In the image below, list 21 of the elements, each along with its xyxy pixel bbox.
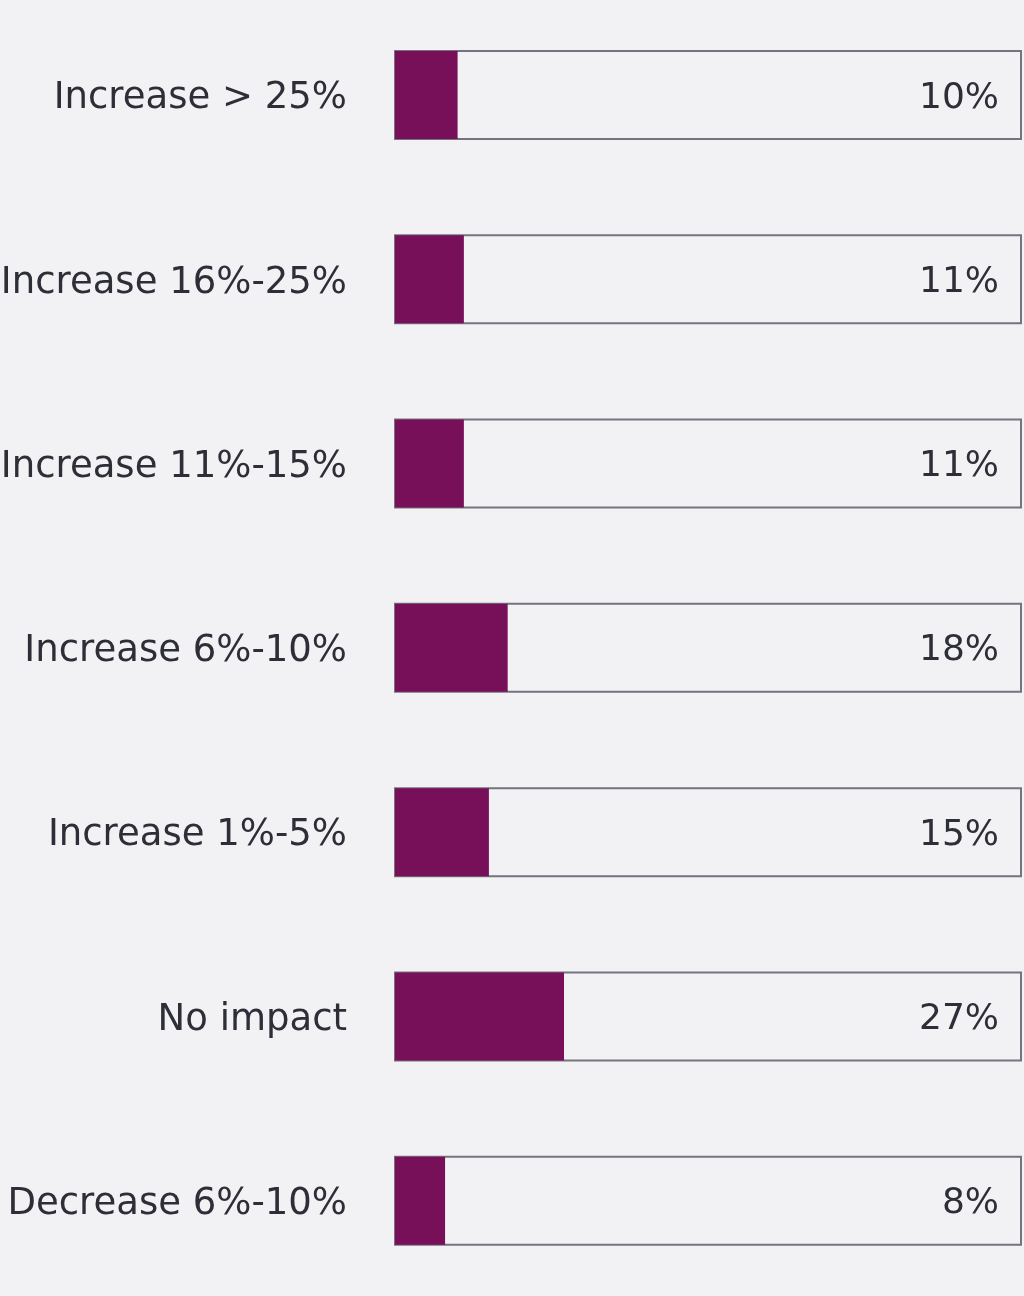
data-label: 10% bbox=[918, 74, 999, 116]
data-label: 11% bbox=[918, 258, 999, 300]
data-label: 18% bbox=[918, 627, 999, 669]
data-label: 8% bbox=[941, 1180, 999, 1222]
data-label: 27% bbox=[918, 995, 999, 1037]
bar bbox=[395, 419, 464, 508]
data-label: 11% bbox=[918, 443, 999, 485]
y-tick-label: Increase 1%-5% bbox=[47, 811, 347, 855]
bar bbox=[395, 235, 464, 324]
y-tick-label: Increase 16%-25% bbox=[0, 258, 347, 302]
bar bbox=[395, 788, 489, 877]
bar bbox=[395, 603, 508, 692]
bar bbox=[395, 972, 565, 1061]
y-tick-label: No impact bbox=[157, 995, 347, 1039]
y-tick-label: Decrease 6%-10% bbox=[7, 1179, 347, 1223]
y-tick-label: Increase 6%-10% bbox=[24, 627, 347, 671]
data-label: 15% bbox=[918, 811, 999, 853]
bar bbox=[395, 1156, 446, 1245]
bar bbox=[395, 51, 458, 139]
y-tick-label: Increase > 25% bbox=[53, 74, 347, 118]
y-tick-label: Increase 11%-15% bbox=[0, 442, 347, 486]
